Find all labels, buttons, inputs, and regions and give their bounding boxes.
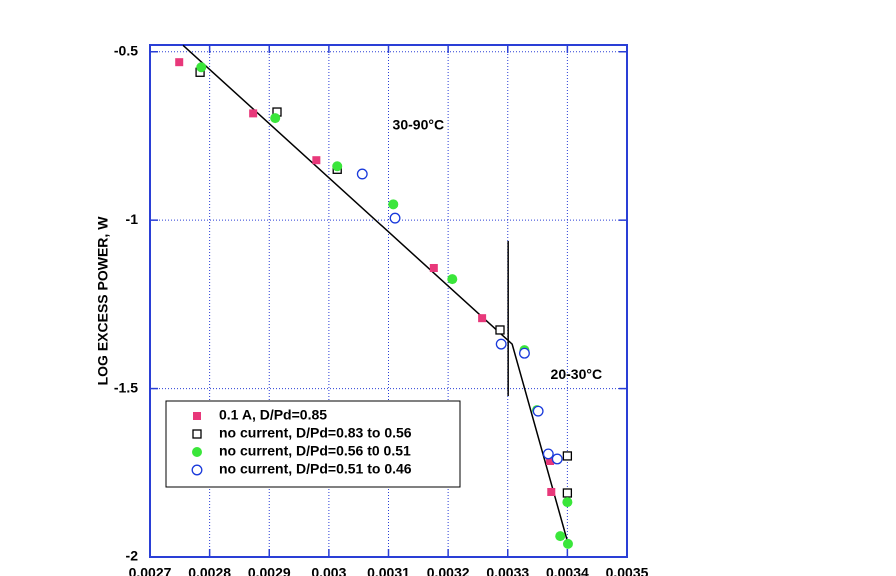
legend-label: no current, D/Pd=0.51 to 0.46 [219, 461, 412, 477]
marker [562, 488, 573, 498]
marker [478, 314, 487, 323]
y-axis-label: LOG EXCESS POWER, W [95, 216, 111, 386]
legend-label: no current, D/Pd=0.83 to 0.56 [219, 425, 412, 441]
legend-marker [192, 447, 202, 457]
plot-frame [149, 44, 628, 558]
annotation: 20-30°C [551, 366, 603, 382]
x-tick-label: 0.0034 [546, 565, 589, 576]
marker [562, 451, 573, 461]
legend-label: 0.1 A, D/Pd=0.85 [219, 407, 327, 423]
marker [312, 156, 321, 165]
marker [562, 538, 573, 549]
marker [551, 453, 563, 465]
x-tick-label: 0.0033 [486, 565, 529, 576]
marker [562, 497, 573, 508]
x-tick-label: 0.003 [311, 565, 346, 576]
marker [389, 212, 401, 224]
legend-box [165, 400, 461, 488]
marker [555, 531, 566, 542]
marker [447, 274, 458, 285]
marker [249, 109, 258, 118]
y-tick-label: -1.5 [114, 379, 138, 395]
marker [388, 199, 399, 210]
x-tick-label: 0.0028 [188, 565, 231, 576]
x-tick-label: 0.0029 [248, 565, 291, 576]
x-tick-label: 0.0035 [606, 565, 649, 576]
y-tick-label: -1 [126, 211, 139, 227]
marker [332, 161, 343, 172]
marker [175, 58, 184, 67]
x-tick-label: 0.0027 [129, 565, 172, 576]
legend-marker [192, 429, 202, 439]
legend-marker [191, 464, 203, 476]
legend-label: no current, D/Pd=0.56 t0 0.51 [219, 443, 411, 459]
y-tick-label: -0.5 [114, 42, 138, 58]
marker [270, 113, 281, 124]
marker [356, 168, 368, 180]
marker [546, 457, 555, 465]
marker [429, 263, 438, 272]
marker [532, 405, 544, 417]
marker [495, 325, 505, 335]
fit-line [182, 44, 569, 545]
legend-marker [193, 412, 201, 420]
marker [495, 338, 507, 350]
x-tick-label: 0.0031 [367, 565, 410, 576]
marker [196, 62, 207, 73]
marker [542, 448, 554, 460]
marker [547, 487, 556, 496]
x-tick-label: 0.0032 [427, 565, 470, 576]
y-tick-label: -2 [126, 548, 139, 564]
marker [518, 347, 530, 359]
annotation: 30-90°C [393, 117, 445, 133]
